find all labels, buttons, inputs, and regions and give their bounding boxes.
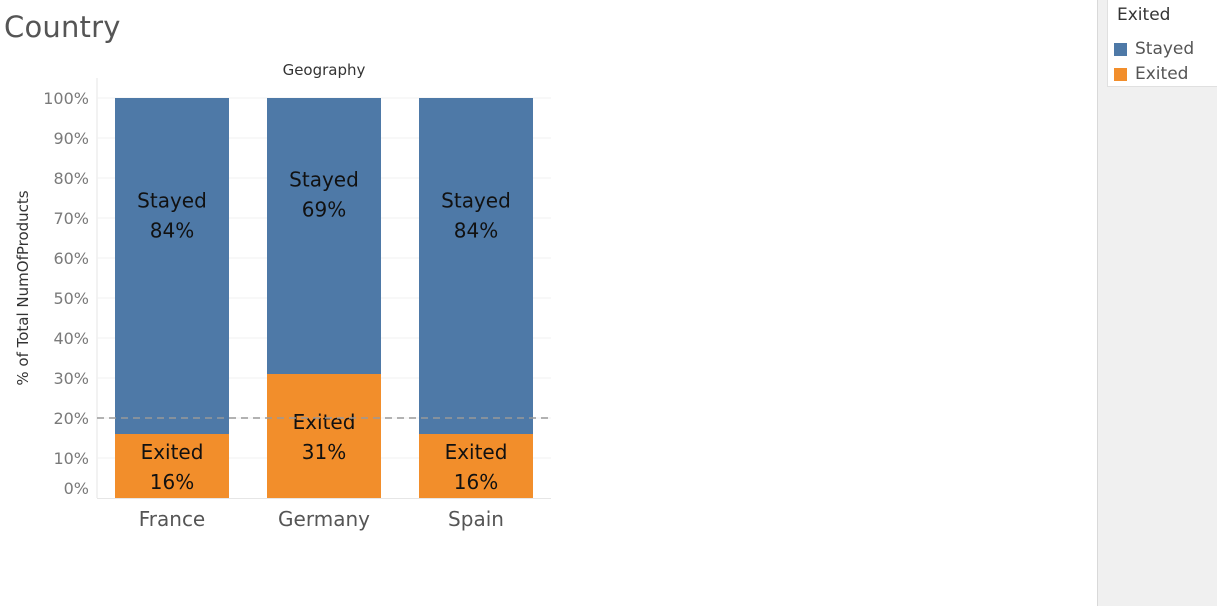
data-label-series-stayed: Stayed — [441, 189, 511, 213]
y-tick-label: 30% — [53, 369, 89, 388]
column-header-geography: Geography — [283, 61, 366, 79]
bar-exited-germany — [267, 374, 381, 498]
bar-exited-france — [115, 434, 229, 498]
x-tick-label-spain: Spain — [448, 507, 504, 531]
bar-exited-spain — [419, 434, 533, 498]
legend-swatch-stayed — [1114, 42, 1127, 56]
y-tick-label: 10% — [53, 449, 89, 468]
y-tick-label: 100% — [43, 89, 89, 108]
x-tick-label-france: France — [139, 507, 206, 531]
data-label-value-exited: 31% — [302, 440, 346, 464]
data-label-value-stayed: 84% — [150, 219, 194, 243]
y-tick-label: 90% — [53, 129, 89, 148]
legend-card: Exited Stayed Exited — [1107, 0, 1217, 87]
y-tick-label: 20% — [53, 409, 89, 428]
data-label-value-exited: 16% — [454, 470, 498, 494]
data-label-series-stayed: Stayed — [137, 189, 207, 213]
bar-stayed-germany — [267, 98, 381, 374]
bar-stayed-spain — [419, 98, 533, 434]
data-label-value-exited: 16% — [150, 470, 194, 494]
legend-title: Exited — [1117, 5, 1171, 25]
stacked-bar-chart: 0% 10% 20% 30% 40% 50% 60% 70% 80% 90% 100% % of To… — [14, 61, 551, 531]
data-label-series-exited: Exited — [445, 440, 508, 464]
data-label-value-stayed: 84% — [454, 219, 498, 243]
bar-stayed-france — [115, 98, 229, 434]
data-label-series-stayed: Stayed — [289, 168, 359, 192]
y-tick-label: 70% — [53, 209, 89, 228]
x-tick-label-germany: Germany — [278, 507, 370, 531]
legend-item-exited[interactable]: Exited — [1114, 63, 1188, 85]
legend-item-stayed[interactable]: Stayed — [1114, 38, 1194, 60]
data-label-series-exited: Exited — [293, 410, 356, 434]
legend-pane: Exited Stayed Exited — [1097, 0, 1217, 606]
y-tick-label: 80% — [53, 169, 89, 188]
data-label-value-stayed: 69% — [302, 198, 346, 222]
legend-swatch-exited — [1114, 67, 1127, 81]
y-axis-title: % of Total NumOfProducts — [14, 190, 32, 385]
sheet-title: Country — [4, 10, 121, 44]
y-tick-label: 40% — [53, 329, 89, 348]
y-tick-label: 50% — [53, 289, 89, 308]
y-tick-label: 60% — [53, 249, 89, 268]
y-tick-label: 0% — [64, 479, 89, 498]
legend-label-exited: Exited — [1135, 64, 1189, 84]
data-label-series-exited: Exited — [141, 440, 204, 464]
legend-label-stayed: Stayed — [1135, 39, 1195, 59]
